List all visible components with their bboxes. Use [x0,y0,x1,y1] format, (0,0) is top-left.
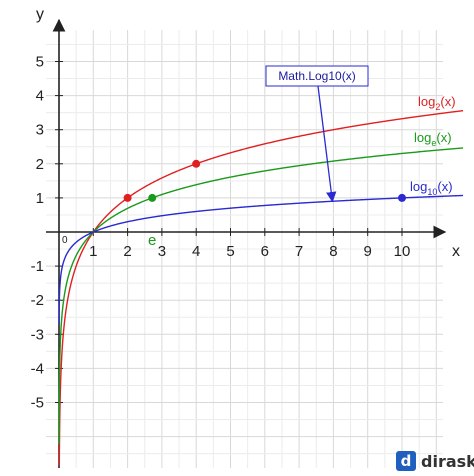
x-tick-label: 3 [158,243,166,260]
series-line-0 [58,109,464,466]
x-tick-label: 1 [89,243,97,260]
grid [46,30,443,468]
x-tick-label: 8 [329,243,337,260]
dirask-logo: d dirask [396,450,474,472]
y-tick-label: -2 [31,292,44,309]
data-point-2 [398,193,406,202]
data-point-1 [148,193,157,202]
y-tick-label: -1 [31,258,44,275]
legend-label-0: log2(x) [418,94,456,112]
series-line-1 [58,147,464,444]
x-tick-label: 6 [261,243,269,260]
callout-arrow [317,85,337,203]
legend-label-2: log10(x) [410,179,453,197]
y-axis-label: y [36,6,44,23]
y-tick-label: -3 [31,326,44,343]
data-point-0 [192,159,201,168]
y-tick-label: 3 [36,122,44,139]
marked-points [123,159,406,202]
dirask-name: dirask [421,451,474,471]
labels: 1 2 3 4 5 6 7 8 9 10 5 4 3 2 1 -1 -2 -3 -4 -5 0 x y log2(x) loge… [31,6,460,412]
x-tick-label: 9 [364,243,372,260]
annotation-e-label: e [148,232,156,249]
x-tick-label: 7 [295,243,303,260]
y-tick-label: -5 [31,395,44,412]
y-tick-label: 5 [36,54,44,71]
callout-box [265,65,369,87]
callout-label: Math.Log10(x) [278,69,355,83]
y-tick-label: 4 [36,88,44,105]
x-tick-label: 2 [123,243,131,260]
y-tick-label: 1 [36,190,44,207]
x-tick-label: 4 [192,243,200,260]
data-point-0 [123,193,132,202]
y-tick-label: 2 [36,156,44,173]
origin-label: 0 [62,235,68,246]
x-tick-label: 5 [226,243,234,260]
legend-label-1: loge(x) [414,130,452,148]
x-tick-label: 10 [394,243,411,260]
x-axis-label: x [452,243,460,260]
y-tick-label: -4 [31,360,44,377]
dirask-mark-icon: d [396,451,416,471]
